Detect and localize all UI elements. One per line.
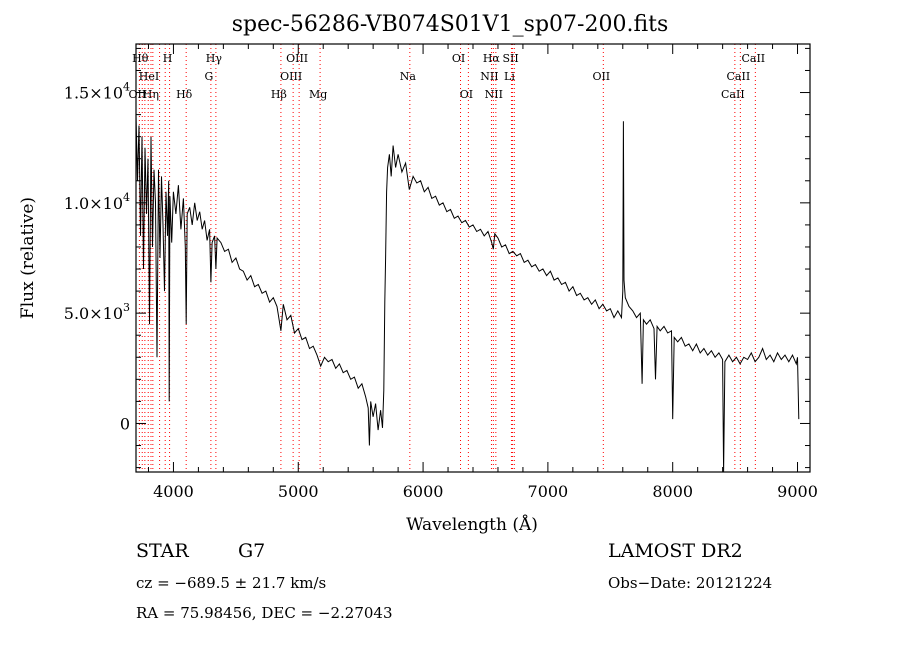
line-label-8: H [163, 52, 173, 65]
x-tick-label-2: 6000 [403, 482, 444, 501]
x-tick-label-3: 7000 [528, 482, 569, 501]
y-tick-label-1: 5.0×103 [64, 301, 130, 323]
line-label-20: Hα [483, 52, 501, 65]
object-subclass: G7 [238, 540, 266, 562]
line-label-18: OI [460, 88, 473, 101]
line-label-28: CaII [741, 52, 765, 65]
line-label-25: OII [592, 70, 610, 83]
line-label-15: Mg [309, 88, 327, 101]
line-label-3: HeI [139, 70, 159, 83]
line-label-11: Hγ [206, 52, 223, 65]
obs-date: Obs−Date: 20121224 [608, 574, 773, 592]
y-tick-label-3: 1.5×104 [64, 81, 130, 103]
coordinates-readout: RA = 75.98456, DEC = −2.27043 [136, 604, 393, 622]
redshift-readout: cz = −689.5 ± 21.7 km/s [136, 574, 327, 592]
line-label-9: Hδ [176, 88, 193, 101]
survey-name: LAMOST DR2 [608, 540, 743, 562]
line-label-23: SII [502, 52, 518, 65]
line-label-0: Hθ [132, 52, 149, 65]
x-axis-ticks: 4000 5000 6000 7000 8000 9000 [147, 44, 818, 501]
line-label-26: CaII [721, 88, 745, 101]
line-label-14: OIII [286, 52, 308, 65]
line-label-17: OI [452, 52, 465, 65]
line-marker-layer [138, 44, 756, 472]
line-label-22: Li [504, 70, 515, 83]
y-axis-label: Flux (relative) [18, 197, 38, 319]
line-label-10: G [204, 70, 213, 83]
x-axis-label: Wavelength (Å) [406, 514, 538, 535]
y-tick-label-0: 0 [120, 414, 130, 433]
y-tick-label-2: 1.0×104 [64, 191, 130, 213]
line-label-13: OIII [280, 70, 302, 83]
line-label-21: NII [485, 88, 503, 101]
line-label-5: OII [129, 88, 147, 101]
line-label-12: Hβ [271, 88, 287, 101]
line-label-16: Na [400, 70, 417, 83]
x-tick-label-5: 9000 [777, 482, 818, 501]
plot-frame [135, 43, 811, 473]
line-label-4: Hη [143, 88, 159, 101]
spectrum-line [135, 114, 800, 473]
chart-title: spec-56286-VB074S01V1_sp07-200.fits [231, 12, 669, 37]
line-label-layer: HθHeIHηOIIHHδGHγHβOIIIOIIIMgNaOIOINIIHαN… [129, 52, 766, 101]
object-class: STAR [136, 540, 189, 562]
x-tick-label-0: 4000 [153, 482, 194, 501]
x-tick-label-1: 5000 [278, 482, 319, 501]
line-label-27: CaII [727, 70, 751, 83]
y-axis-ticks: 0 5.0×103 1.0×104 1.5×104 [64, 47, 810, 469]
spectrum-chart: HθHeIHηOIIHHδGHγHβOIIIOIIIMgNaOIOINIIHαN… [18, 43, 818, 535]
x-tick-label-4: 8000 [652, 482, 693, 501]
line-label-19: NII [480, 70, 498, 83]
